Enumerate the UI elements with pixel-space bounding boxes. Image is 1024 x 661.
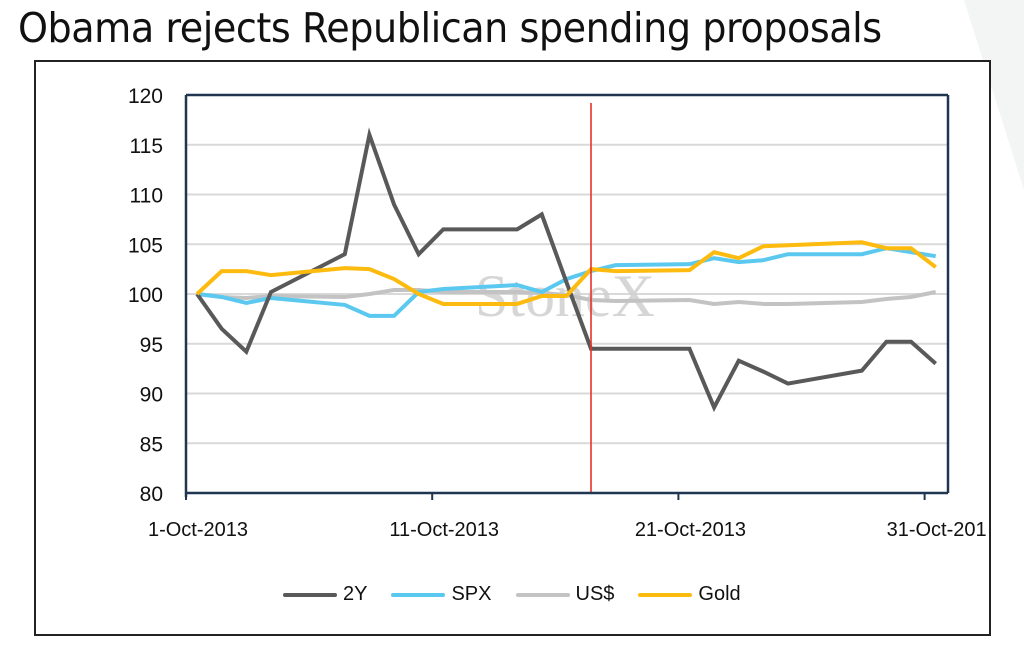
legend-swatch: [638, 592, 693, 597]
chart-frame: [34, 60, 991, 636]
legend: 2Y SPX US$ Gold: [283, 583, 765, 606]
legend-item: Gold: [638, 583, 741, 606]
y-tick-label: 95: [140, 334, 163, 357]
legend-label: 2Y: [343, 583, 368, 605]
legend-swatch: [391, 592, 446, 597]
series-lines: [195, 127, 938, 413]
x-tick-label: 11-Oct-2013: [389, 519, 499, 541]
legend-item: US$: [515, 583, 615, 606]
y-tick-label: 90: [140, 384, 163, 407]
legend-swatch: [515, 592, 570, 597]
y-tick-label: 120: [128, 85, 163, 108]
x-tick-label: 21-Oct-2013: [635, 519, 746, 541]
legend-label: Gold: [698, 583, 741, 605]
axes: 80 85 90 95 100 105 110 115 120 1-Oct-2013 11-Oct-…: [128, 85, 987, 541]
y-tick-label: 100: [128, 284, 163, 307]
x-tick-label: 1-Oct-2013: [148, 519, 248, 541]
legend-item: SPX: [391, 583, 492, 606]
page-title: Obama rejects Republican spending propos…: [18, 4, 882, 52]
legend-label: SPX: [451, 583, 492, 605]
x-tick-label: 31-Oct-201: [887, 519, 987, 541]
y-tick-label: 105: [128, 234, 163, 257]
series-line-gold: [195, 240, 937, 306]
y-tick-label: 115: [130, 135, 163, 158]
legend-swatch: [283, 592, 337, 597]
series-line-2y: [195, 127, 938, 413]
y-tick-label: 110: [130, 185, 163, 208]
legend-item: 2Y: [283, 583, 367, 606]
y-tick-label: 80: [140, 483, 163, 506]
legend-label: US$: [575, 583, 615, 605]
y-tick-label: 85: [140, 433, 163, 456]
